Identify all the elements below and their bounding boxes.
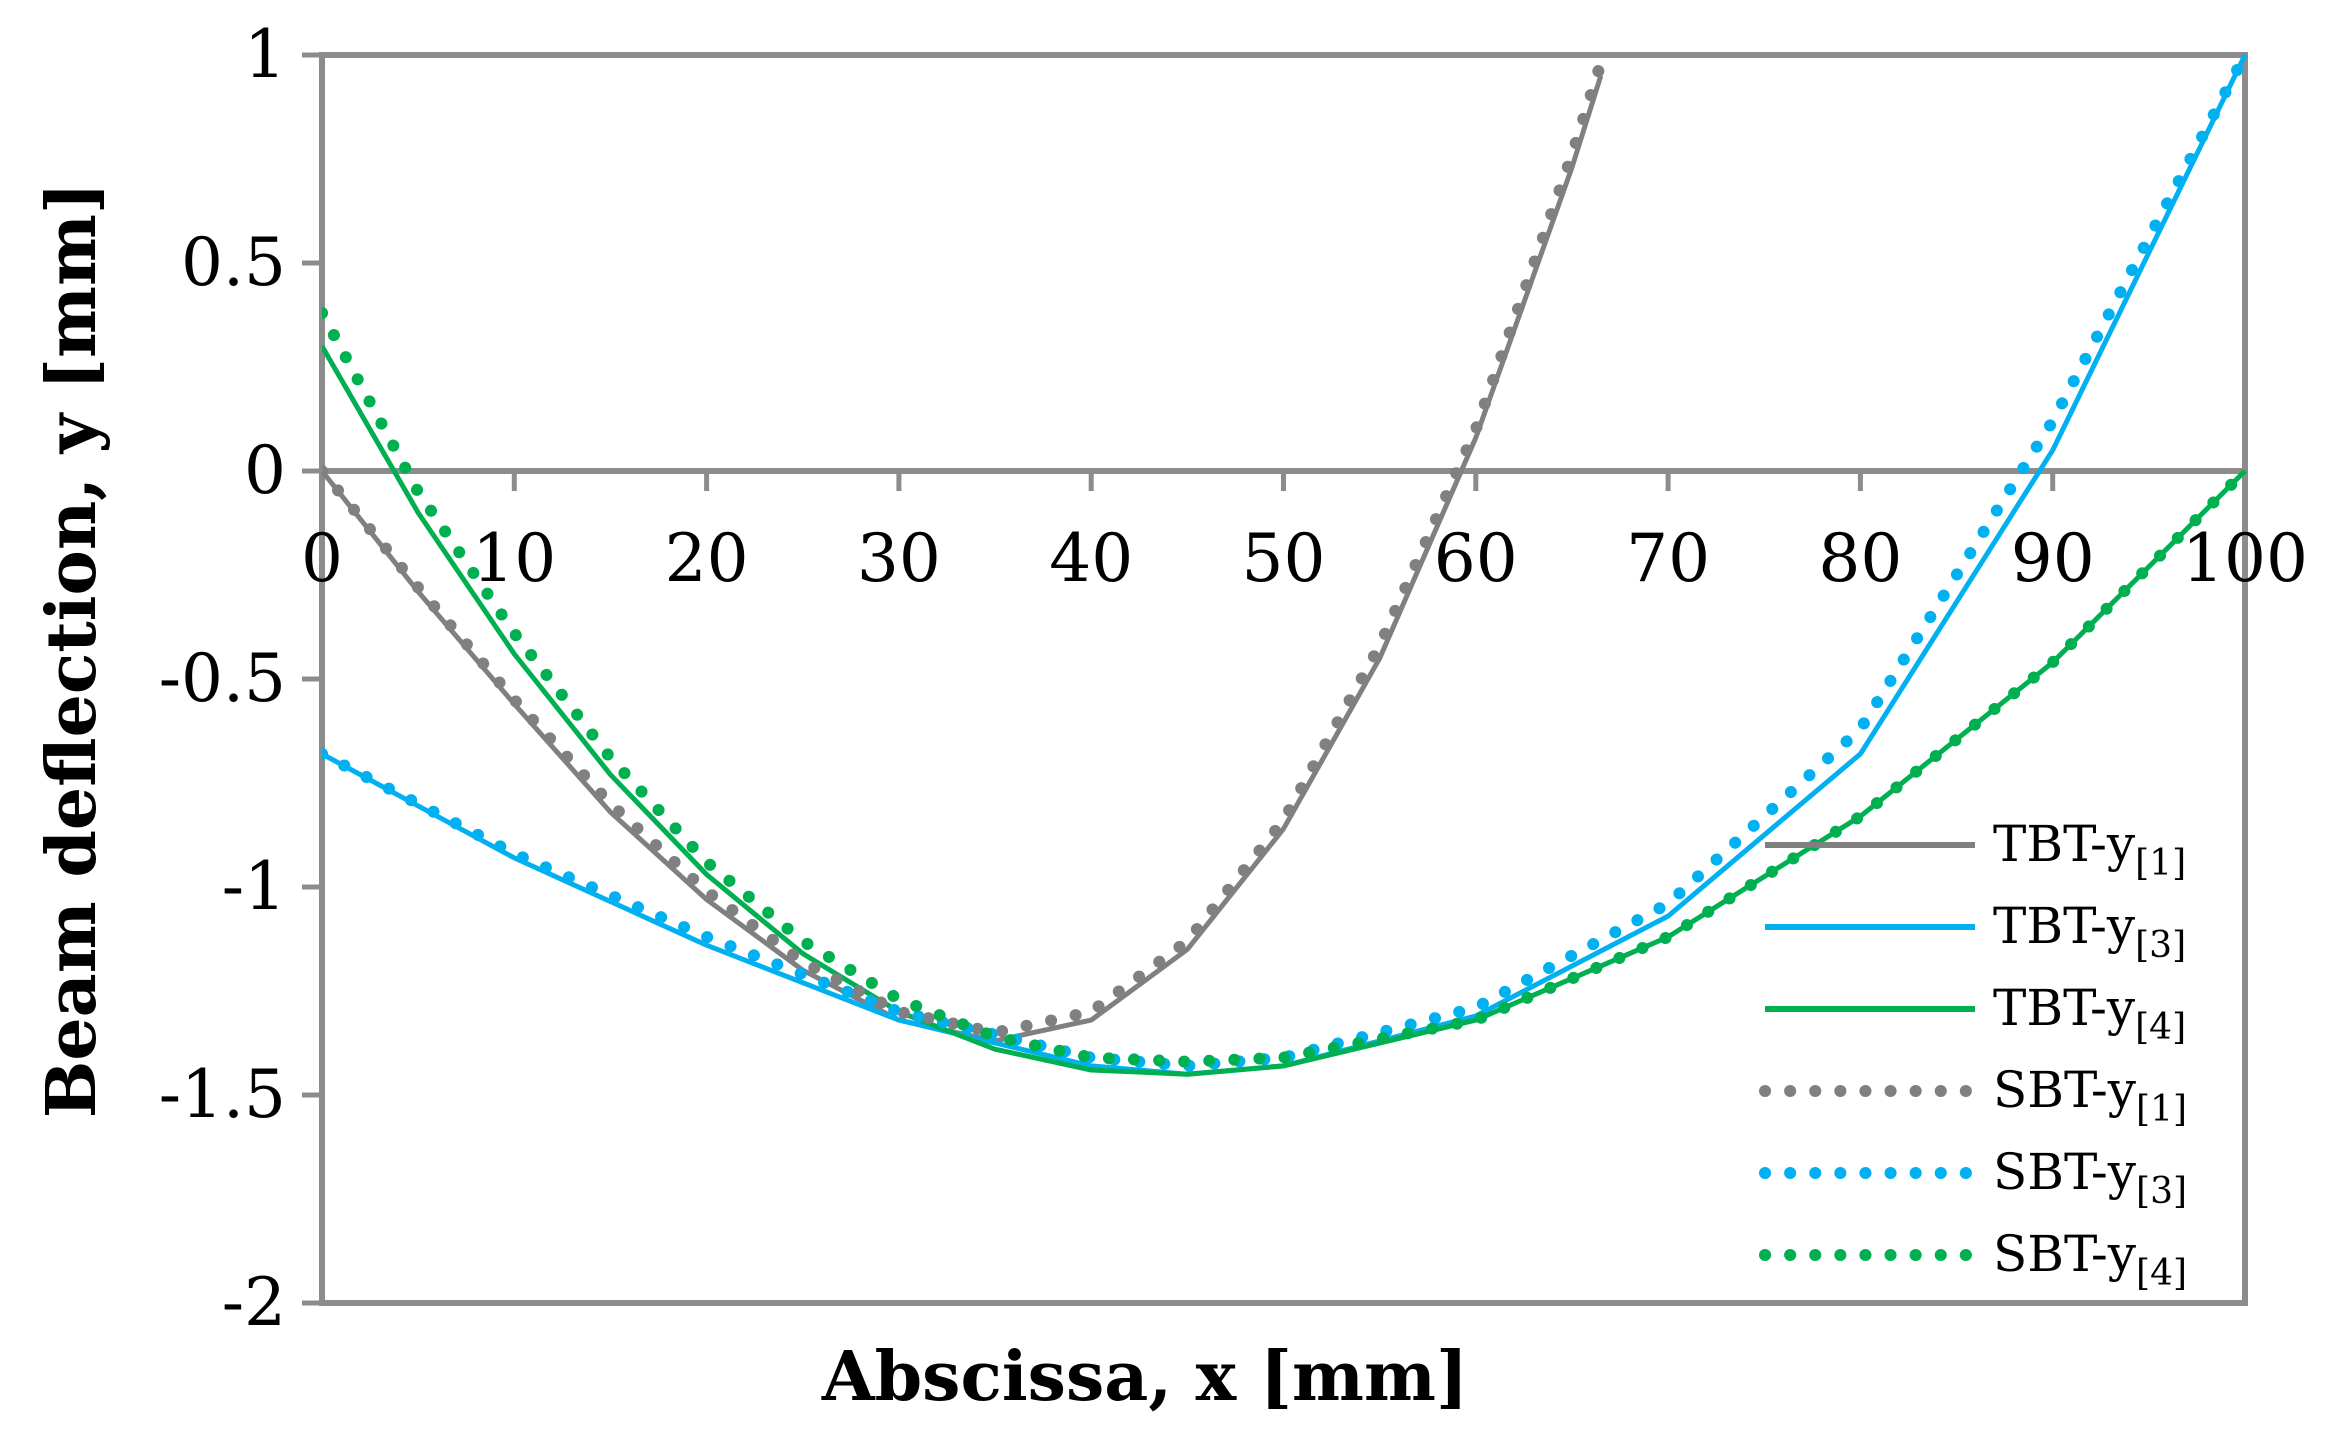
y-tick-label: 0 — [244, 432, 286, 509]
series-line-tbty-4 — [322, 344, 2247, 1077]
series-line-sbty-1 — [322, 57, 1607, 1039]
x-axis-title: Abscissa, x [mm] — [821, 1337, 1468, 1417]
plot-frame — [319, 52, 2248, 1306]
y-axis-title: Beam deflection, y [mm] — [32, 182, 112, 1118]
x-tick-label: 90 — [2011, 520, 2095, 597]
y-tick-label: -1.5 — [159, 1056, 286, 1133]
x-tick-label: 60 — [1434, 520, 1518, 597]
x-tick-label: 30 — [857, 520, 941, 597]
x-tick-label: 70 — [1626, 520, 1710, 597]
x-tick-label: 10 — [472, 520, 556, 597]
legend: TBT-y[1] TBT-y[3] TBT-y[4] SBT-y[1] SBT-y[3]… — [1759, 815, 2187, 1294]
tick-labels: 0 10 20 30 40 50 60 70 80 90 100-2-1.5-1-0.500.51 — [159, 16, 2308, 1341]
x-tick-label: 50 — [1242, 520, 1326, 597]
x-tick-label: 80 — [1818, 520, 1902, 597]
y-tick-label: 1 — [244, 16, 286, 93]
x-tick-label: 0 — [301, 520, 343, 597]
x-tick-label: 40 — [1049, 520, 1133, 597]
axes — [302, 52, 2248, 1306]
y-tick-label: -0.5 — [159, 640, 286, 717]
legend-label: TBT-y[3] — [1993, 897, 2186, 966]
y-tick-label: -2 — [222, 1264, 286, 1341]
y-tick-label: -1 — [222, 848, 286, 925]
series-layer — [322, 51, 2249, 1077]
y-tick-label: 0.5 — [181, 224, 286, 301]
legend-label: SBT-y[4] — [1993, 1225, 2187, 1294]
x-tick-label: 20 — [665, 520, 749, 597]
legend-label: SBT-y[3] — [1993, 1143, 2187, 1212]
legend-label: TBT-y[4] — [1993, 979, 2186, 1048]
series-line-sbty-4 — [322, 306, 2249, 1068]
x-tick-label: 100 — [2182, 520, 2308, 597]
legend-label: TBT-y[1] — [1993, 815, 2186, 884]
legend-label: SBT-y[1] — [1993, 1061, 2187, 1130]
